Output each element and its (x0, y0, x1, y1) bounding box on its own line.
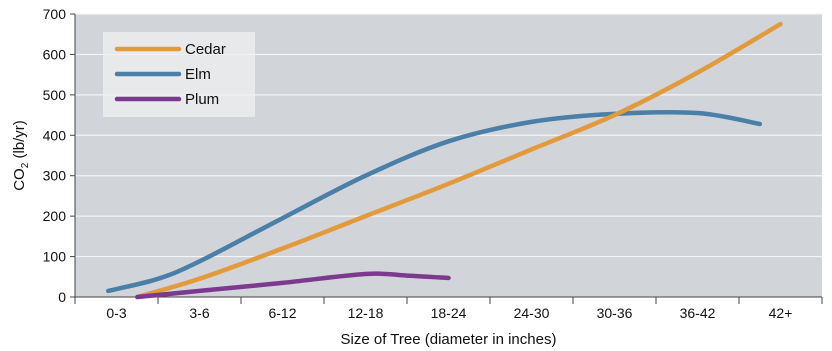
y-tick-label-100: 100 (43, 249, 67, 265)
series-line-elm (105, 109, 763, 294)
legend-label-elm: Elm (185, 66, 211, 83)
y-tick-label-0: 0 (58, 289, 66, 305)
y-axis-title-suffix: (lb/yr) (11, 120, 28, 163)
x-tick-label-0-3: 0-3 (106, 305, 126, 321)
y-tick-label-700: 700 (43, 6, 67, 22)
x-tick-label-6-12: 6-12 (268, 305, 296, 321)
legend-label-plum: Plum (185, 91, 219, 108)
x-tick-label-30-36: 30-36 (597, 305, 633, 321)
x-tick-label-3-6: 3-6 (189, 305, 209, 321)
y-axis-title-subscript: 2 (20, 162, 31, 168)
legend: Cedar Elm Plum (103, 32, 255, 117)
y-tick-label-600: 600 (43, 46, 67, 62)
series-lines (105, 21, 783, 300)
y-tick-label-500: 500 (43, 87, 67, 103)
y-axis-title-base: CO (11, 168, 28, 191)
x-tick-label-24-30: 24-30 (514, 305, 550, 321)
x-tick-label-12-18: 12-18 (348, 305, 384, 321)
axes: 0 100 200 300 400 500 600 700 0-3 3-6 6-12 12-18 18-… (43, 6, 823, 321)
y-tick-label-300: 300 (43, 168, 67, 184)
y-tick-label-400: 400 (43, 127, 67, 143)
series-line-cedar (135, 21, 783, 300)
y-tick-label-200: 200 (43, 208, 67, 224)
gridlines (75, 13, 822, 258)
legend-label-cedar: Cedar (185, 41, 226, 58)
x-tick-label-36-42: 36-42 (680, 305, 716, 321)
y-axis-title: CO2 (lb/yr) (11, 120, 31, 191)
series-line-plum (135, 271, 451, 300)
x-tick-label-18-24: 18-24 (431, 305, 467, 321)
x-tick-label-42+: 42+ (769, 305, 793, 321)
x-axis-title: Size of Tree (diameter in inches) (341, 331, 557, 348)
